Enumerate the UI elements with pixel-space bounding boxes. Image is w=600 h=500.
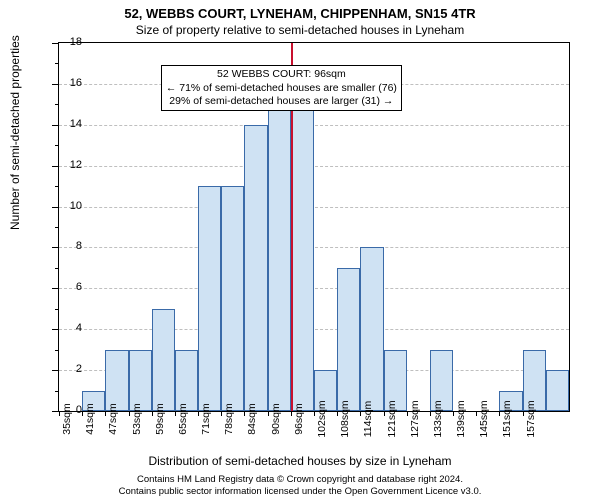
x-tick [430,411,431,416]
x-tick [59,411,60,416]
x-tick [152,411,153,416]
x-tick-label: 127sqm [409,400,421,437]
histogram-bar [360,247,383,411]
x-tick [407,411,408,416]
y-tick-label: 16 [70,77,82,89]
plot-area: 52 WEBBS COURT: 96sqm← 71% of semi-detac… [58,42,570,412]
annotation-line: 52 WEBBS COURT: 96sqm [166,68,397,81]
x-tick [291,411,292,416]
histogram-bar [546,370,569,411]
y-axis-label: Number of semi-detached properties [8,35,22,230]
y-tick [52,370,59,371]
x-tick [384,411,385,416]
x-tick-label: 139sqm [455,400,467,437]
x-tick-label: 96sqm [293,403,305,435]
x-tick-label: 41sqm [84,403,96,435]
x-tick-label: 145sqm [478,400,490,437]
y-tick-minor [55,350,59,351]
gridline [59,166,569,167]
x-tick-label: 157sqm [525,400,537,437]
y-tick [52,43,59,44]
y-tick-minor [55,63,59,64]
x-tick-label: 53sqm [131,403,143,435]
x-tick [175,411,176,416]
y-tick-label: 8 [76,240,82,252]
gridline [59,329,569,330]
gridline [59,207,569,208]
chart-title: 52, WEBBS COURT, LYNEHAM, CHIPPENHAM, SN… [0,0,600,21]
x-tick [198,411,199,416]
y-tick-minor [55,186,59,187]
x-tick-label: 102sqm [316,400,328,437]
y-tick-label: 4 [76,322,82,334]
y-tick-label: 18 [70,36,82,48]
chart-subtitle: Size of property relative to semi-detach… [0,23,600,37]
histogram-bar [337,268,360,411]
gridline [59,247,569,248]
y-tick-label: 6 [76,281,82,293]
histogram-bar [221,186,244,411]
y-tick [52,166,59,167]
histogram-bar [244,125,267,411]
histogram-bar [198,186,221,411]
y-tick-minor [55,227,59,228]
x-tick [268,411,269,416]
x-tick-label: 151sqm [501,400,513,437]
histogram-bar [268,104,291,411]
y-tick [52,288,59,289]
x-tick-label: 121sqm [386,400,398,437]
x-tick-label: 133sqm [432,400,444,437]
x-tick-label: 47sqm [107,403,119,435]
annotation-box: 52 WEBBS COURT: 96sqm← 71% of semi-detac… [161,65,402,110]
y-tick [52,247,59,248]
y-tick-minor [55,104,59,105]
y-tick [52,207,59,208]
x-tick [314,411,315,416]
y-tick [52,411,59,412]
x-tick-label: 59sqm [154,403,166,435]
x-tick-label: 84sqm [246,403,258,435]
y-tick-minor [55,145,59,146]
x-tick [453,411,454,416]
x-tick [523,411,524,416]
y-tick-label: 10 [70,200,82,212]
y-tick-minor [55,391,59,392]
gridline [59,288,569,289]
y-tick-label: 14 [70,118,82,130]
x-axis-label: Distribution of semi-detached houses by … [0,454,600,468]
y-tick [52,84,59,85]
x-tick-label: 71sqm [200,403,212,435]
y-tick-label: 2 [76,363,82,375]
gridline [59,125,569,126]
annotation-line: ← 71% of semi-detached houses are smalle… [166,82,397,95]
histogram-bar [291,104,314,411]
y-tick-label: 0 [76,404,82,416]
x-tick [129,411,130,416]
x-tick-label: 90sqm [270,403,282,435]
annotation-line: 29% of semi-detached houses are larger (… [166,95,397,108]
footer-line-1: Contains HM Land Registry data © Crown c… [0,474,600,486]
x-tick-label: 108sqm [339,400,351,437]
footer-line-2: Contains public sector information licen… [0,486,600,498]
y-tick-minor [55,268,59,269]
footer-attribution: Contains HM Land Registry data © Crown c… [0,474,600,498]
y-tick-minor [55,309,59,310]
histogram-bar [152,309,175,411]
y-tick [52,125,59,126]
x-tick-label: 114sqm [362,401,374,438]
y-tick [52,329,59,330]
x-tick-label: 65sqm [177,403,189,435]
x-tick-label: 35sqm [61,403,73,435]
y-tick-label: 12 [70,159,82,171]
x-tick-label: 78sqm [223,403,235,435]
